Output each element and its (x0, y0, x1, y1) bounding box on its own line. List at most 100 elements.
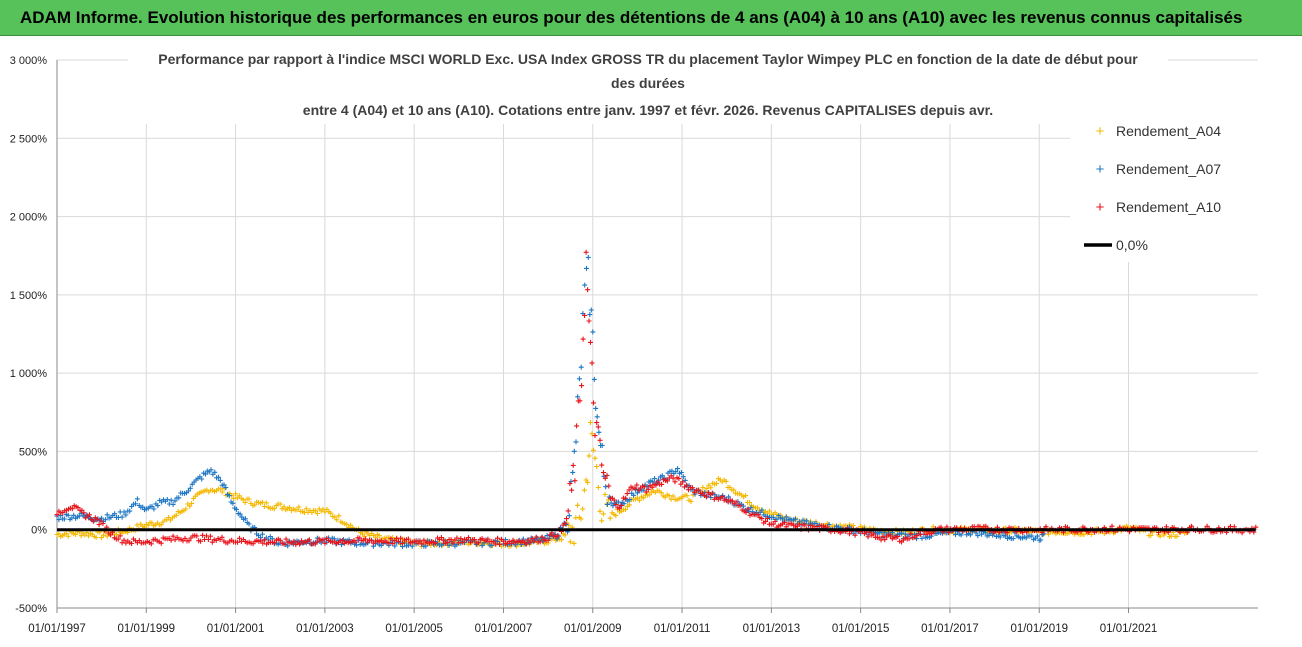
data-point (583, 249, 589, 255)
data-point (589, 431, 595, 437)
data-point (199, 476, 205, 482)
data-point (594, 420, 600, 426)
data-point (71, 512, 77, 518)
data-point (619, 502, 624, 508)
data-point (585, 479, 591, 485)
data-point (766, 508, 772, 514)
chart-title-background (128, 44, 1168, 124)
data-point (208, 467, 214, 473)
data-point (235, 539, 240, 545)
y-tick-label: 500% (19, 446, 47, 458)
data-point (433, 540, 438, 546)
data-point (466, 535, 471, 541)
data-point (580, 336, 586, 342)
data-point (627, 497, 633, 503)
data-point (594, 464, 600, 469)
data-point (183, 506, 189, 512)
data-point (670, 493, 676, 499)
data-point (539, 534, 545, 540)
legend-label-zero: 0,0% (1116, 237, 1148, 253)
data-point (99, 515, 105, 521)
data-point (405, 536, 411, 542)
data-point (673, 469, 679, 475)
data-point (357, 535, 363, 541)
data-point (895, 534, 901, 539)
data-point (567, 481, 573, 487)
data-point (605, 501, 610, 507)
data-point (186, 538, 192, 544)
data-point (263, 500, 269, 506)
x-tick-label: 01/01/2003 (296, 623, 354, 635)
data-point (623, 507, 628, 513)
data-point (627, 502, 632, 508)
data-point (719, 494, 725, 500)
data-point (908, 531, 914, 537)
data-point (287, 505, 292, 511)
data-point (194, 533, 200, 539)
data-point (361, 533, 367, 539)
data-point (967, 532, 973, 538)
data-point (261, 504, 267, 509)
data-point (678, 470, 684, 475)
data-point (242, 516, 248, 522)
data-point (523, 541, 529, 547)
data-point (573, 439, 579, 445)
data-point (313, 508, 319, 514)
data-point (217, 477, 223, 483)
data-point (958, 532, 964, 538)
data-point (237, 535, 242, 541)
data-point (650, 479, 656, 485)
data-point (975, 533, 981, 539)
data-point (121, 537, 127, 543)
x-tick-label: 01/01/2013 (743, 623, 801, 635)
legend-marker-a07: + (1096, 161, 1105, 178)
data-point (90, 518, 96, 524)
data-point (604, 472, 610, 478)
data-point (659, 481, 665, 487)
data-point (1029, 533, 1035, 539)
data-point (589, 360, 595, 366)
data-point (770, 521, 776, 527)
data-point (601, 470, 606, 476)
data-point (631, 492, 637, 498)
data-point (600, 511, 606, 517)
data-point (640, 487, 646, 493)
data-point (641, 484, 647, 490)
data-point (737, 503, 743, 509)
data-point (1157, 533, 1163, 539)
data-point (804, 518, 810, 524)
data-point (112, 511, 118, 517)
data-point (446, 542, 452, 548)
data-point (800, 517, 806, 523)
data-point (207, 533, 213, 539)
chart-title: Performance par rapport à l'indice MSCI … (128, 44, 1168, 124)
data-point (155, 503, 161, 509)
data-point (591, 376, 597, 382)
data-point (54, 512, 60, 518)
data-point (624, 491, 630, 497)
data-point (704, 486, 710, 491)
data-point (852, 532, 858, 538)
data-point (173, 512, 179, 518)
data-point (747, 500, 752, 505)
data-point (1189, 523, 1195, 529)
data-point (602, 492, 608, 497)
data-point (168, 497, 174, 503)
data-point (796, 521, 802, 527)
data-point (899, 530, 905, 536)
data-point (234, 506, 239, 512)
data-point (577, 398, 583, 404)
data-point (336, 513, 342, 519)
data-point (595, 485, 601, 490)
data-point (633, 486, 638, 492)
data-point (117, 533, 123, 539)
data-point (398, 535, 404, 541)
data-point (297, 541, 303, 547)
data-point (145, 522, 151, 528)
data-point (271, 540, 277, 546)
data-point (376, 533, 382, 539)
y-tick-label: 3 000% (10, 55, 48, 67)
data-point (571, 448, 577, 454)
data-point (262, 537, 268, 543)
